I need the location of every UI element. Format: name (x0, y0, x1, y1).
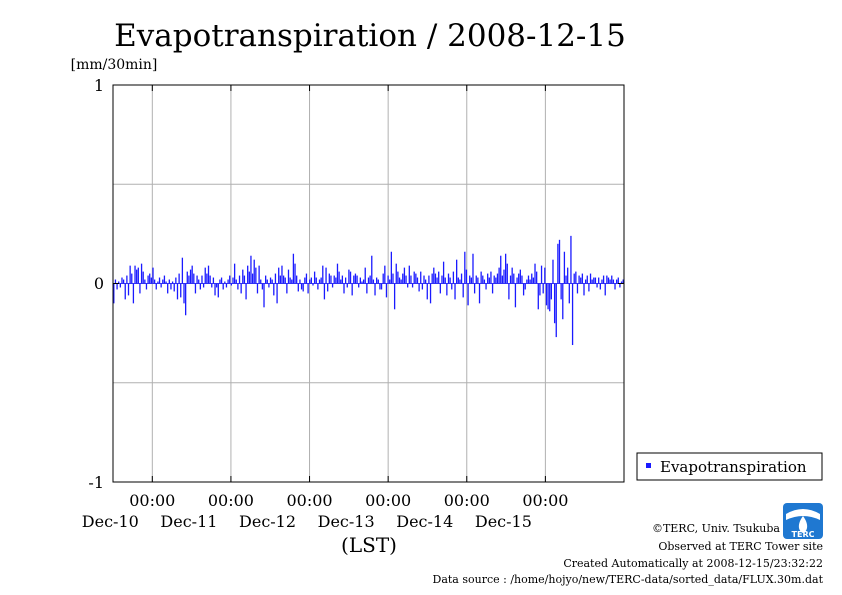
y-tick-zero: 0 (94, 274, 104, 293)
x-tick-date-label: Dec-13 (318, 512, 375, 531)
y-tick-bottom: -1 (88, 473, 104, 492)
x-tick-labels: 00:00 Dec-10 00:00 Dec-11 00:00 Dec-12 00:00 De… (82, 491, 569, 531)
x-tick-date-label: Dec-10 (82, 512, 139, 531)
x-tick-time-label: 00:00 (365, 491, 411, 510)
credit-source: Data source : /home/hojyo/new/TERC-data/… (433, 573, 824, 586)
credit-observed: Observed at TERC Tower site (658, 540, 823, 553)
x-axis-label: (LST) (341, 533, 397, 557)
terc-logo-icon: TERC (783, 503, 823, 539)
x-tick-time-label: 00:00 (444, 491, 490, 510)
x-tick-time-label: 00:00 (208, 491, 254, 510)
x-tick-time-label: 00:00 (129, 491, 175, 510)
chart-title: Evapotranspiration / 2008-12-15 (114, 18, 626, 54)
x-tick-date-label: Dec-12 (239, 512, 296, 531)
x-tick-date-label: Dec-11 (160, 512, 217, 531)
credit-created: Created Automatically at 2008-12-15/23:3… (563, 557, 823, 570)
legend-label: Evapotranspiration (660, 458, 807, 476)
legend: Evapotranspiration (636, 452, 823, 481)
x-tick-date-label: Dec-15 (475, 512, 532, 531)
y-unit-label: [mm/30min] (71, 57, 158, 73)
legend-marker (646, 463, 651, 468)
credit-copyright: ©TERC, Univ. Tsukuba (652, 522, 780, 535)
tick-marks (113, 84, 624, 483)
y-tick-top: 1 (94, 76, 104, 95)
x-tick-time-label: 00:00 (522, 491, 568, 510)
x-tick-time-label: 00:00 (286, 491, 332, 510)
legend-box (636, 452, 823, 481)
series-bars (113, 235, 624, 346)
logo-text: TERC (792, 530, 815, 539)
x-tick-date-label: Dec-14 (396, 512, 453, 531)
